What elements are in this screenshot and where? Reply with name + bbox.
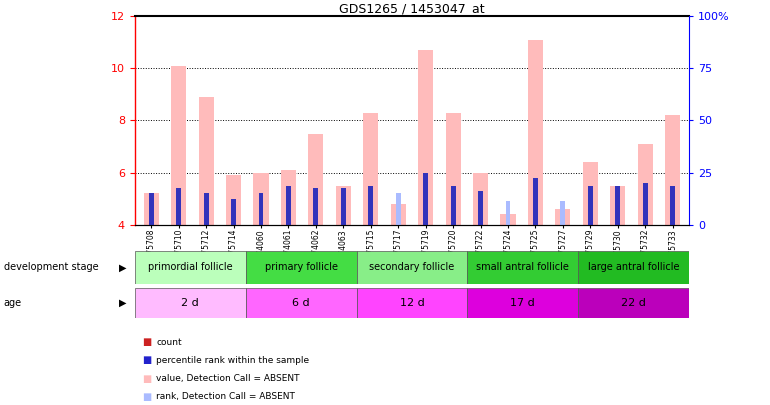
- Bar: [226, 175, 241, 225]
- Bar: [199, 97, 213, 225]
- Bar: [578, 288, 689, 318]
- Text: 17 d: 17 d: [511, 298, 535, 308]
- Bar: [253, 173, 269, 225]
- Bar: [336, 185, 351, 225]
- Bar: [363, 113, 378, 225]
- Bar: [368, 185, 373, 225]
- Text: ■: ■: [142, 374, 152, 384]
- Bar: [473, 173, 488, 225]
- Bar: [467, 251, 578, 284]
- Bar: [615, 185, 621, 225]
- Text: ■: ■: [142, 356, 152, 365]
- Bar: [286, 185, 291, 225]
- Bar: [478, 191, 483, 225]
- Bar: [259, 194, 263, 225]
- Text: primordial follicle: primordial follicle: [148, 262, 233, 272]
- Text: development stage: development stage: [4, 262, 99, 272]
- Bar: [246, 251, 357, 284]
- Text: secondary follicle: secondary follicle: [370, 262, 454, 272]
- Bar: [424, 173, 428, 225]
- Bar: [144, 194, 159, 225]
- Text: count: count: [156, 338, 182, 347]
- Bar: [643, 183, 648, 225]
- Bar: [528, 40, 543, 225]
- Bar: [506, 201, 511, 225]
- Text: 22 d: 22 d: [621, 298, 646, 308]
- Bar: [588, 185, 593, 225]
- Bar: [450, 185, 456, 225]
- Text: ■: ■: [142, 392, 152, 402]
- Text: ▶: ▶: [119, 298, 127, 308]
- Bar: [357, 251, 467, 284]
- Bar: [555, 209, 571, 225]
- Bar: [176, 188, 181, 225]
- Text: age: age: [4, 298, 22, 308]
- Bar: [246, 288, 357, 318]
- Bar: [561, 201, 565, 225]
- Bar: [446, 113, 460, 225]
- Bar: [135, 288, 246, 318]
- Bar: [583, 162, 598, 225]
- Bar: [203, 194, 209, 225]
- Text: 12 d: 12 d: [400, 298, 424, 308]
- Text: 6 d: 6 d: [293, 298, 310, 308]
- Text: primary follicle: primary follicle: [265, 262, 337, 272]
- Text: large antral follicle: large antral follicle: [588, 262, 679, 272]
- Bar: [396, 194, 400, 225]
- Bar: [578, 251, 689, 284]
- Text: small antral follicle: small antral follicle: [477, 262, 569, 272]
- Text: percentile rank within the sample: percentile rank within the sample: [156, 356, 310, 365]
- Bar: [467, 288, 578, 318]
- Bar: [500, 214, 516, 225]
- Text: rank, Detection Call = ABSENT: rank, Detection Call = ABSENT: [156, 392, 295, 401]
- Bar: [135, 251, 246, 284]
- Title: GDS1265 / 1453047_at: GDS1265 / 1453047_at: [339, 2, 485, 15]
- Text: 2 d: 2 d: [181, 298, 199, 308]
- Bar: [357, 288, 467, 318]
- Text: value, Detection Call = ABSENT: value, Detection Call = ABSENT: [156, 374, 300, 383]
- Text: ■: ■: [142, 337, 152, 347]
- Bar: [171, 66, 186, 225]
- Bar: [308, 134, 323, 225]
- Bar: [638, 144, 653, 225]
- Bar: [231, 199, 236, 225]
- Bar: [281, 170, 296, 225]
- Bar: [390, 204, 406, 225]
- Bar: [533, 178, 538, 225]
- Bar: [149, 194, 154, 225]
- Bar: [611, 185, 625, 225]
- Bar: [341, 188, 346, 225]
- Text: ▶: ▶: [119, 262, 127, 272]
- Bar: [418, 50, 434, 225]
- Bar: [670, 185, 675, 225]
- Bar: [665, 115, 680, 225]
- Bar: [313, 188, 318, 225]
